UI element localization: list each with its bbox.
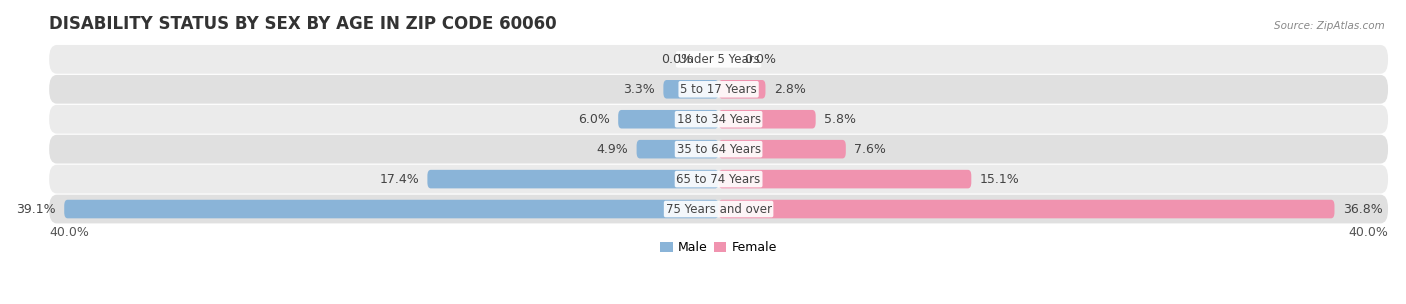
Text: 15.1%: 15.1% (980, 173, 1019, 186)
Text: 39.1%: 39.1% (17, 202, 56, 216)
Text: 40.0%: 40.0% (1348, 226, 1388, 239)
FancyBboxPatch shape (718, 80, 765, 98)
FancyBboxPatch shape (49, 135, 1388, 164)
Text: DISABILITY STATUS BY SEX BY AGE IN ZIP CODE 60060: DISABILITY STATUS BY SEX BY AGE IN ZIP C… (49, 15, 557, 33)
Text: 7.6%: 7.6% (855, 143, 886, 156)
FancyBboxPatch shape (718, 110, 815, 129)
FancyBboxPatch shape (49, 75, 1388, 104)
Text: 36.8%: 36.8% (1343, 202, 1382, 216)
FancyBboxPatch shape (427, 170, 718, 188)
FancyBboxPatch shape (718, 170, 972, 188)
FancyBboxPatch shape (664, 80, 718, 98)
FancyBboxPatch shape (49, 195, 1388, 223)
Text: 6.0%: 6.0% (578, 113, 610, 126)
Text: 17.4%: 17.4% (380, 173, 419, 186)
FancyBboxPatch shape (637, 140, 718, 158)
Text: 40.0%: 40.0% (49, 226, 89, 239)
Text: 18 to 34 Years: 18 to 34 Years (676, 113, 761, 126)
Text: Under 5 Years: Under 5 Years (678, 53, 759, 66)
Text: 75 Years and over: 75 Years and over (665, 202, 772, 216)
Text: 2.8%: 2.8% (773, 83, 806, 96)
Text: 5.8%: 5.8% (824, 113, 856, 126)
FancyBboxPatch shape (65, 200, 718, 218)
Text: 4.9%: 4.9% (596, 143, 628, 156)
FancyBboxPatch shape (49, 45, 1388, 74)
FancyBboxPatch shape (718, 140, 846, 158)
Text: 0.0%: 0.0% (744, 53, 776, 66)
Legend: Male, Female: Male, Female (655, 237, 782, 259)
FancyBboxPatch shape (49, 105, 1388, 133)
Text: 3.3%: 3.3% (623, 83, 655, 96)
Text: 5 to 17 Years: 5 to 17 Years (681, 83, 756, 96)
FancyBboxPatch shape (718, 200, 1334, 218)
Text: 0.0%: 0.0% (661, 53, 693, 66)
Text: 35 to 64 Years: 35 to 64 Years (676, 143, 761, 156)
FancyBboxPatch shape (49, 165, 1388, 193)
Text: Source: ZipAtlas.com: Source: ZipAtlas.com (1274, 21, 1385, 31)
Text: 65 to 74 Years: 65 to 74 Years (676, 173, 761, 186)
FancyBboxPatch shape (619, 110, 718, 129)
